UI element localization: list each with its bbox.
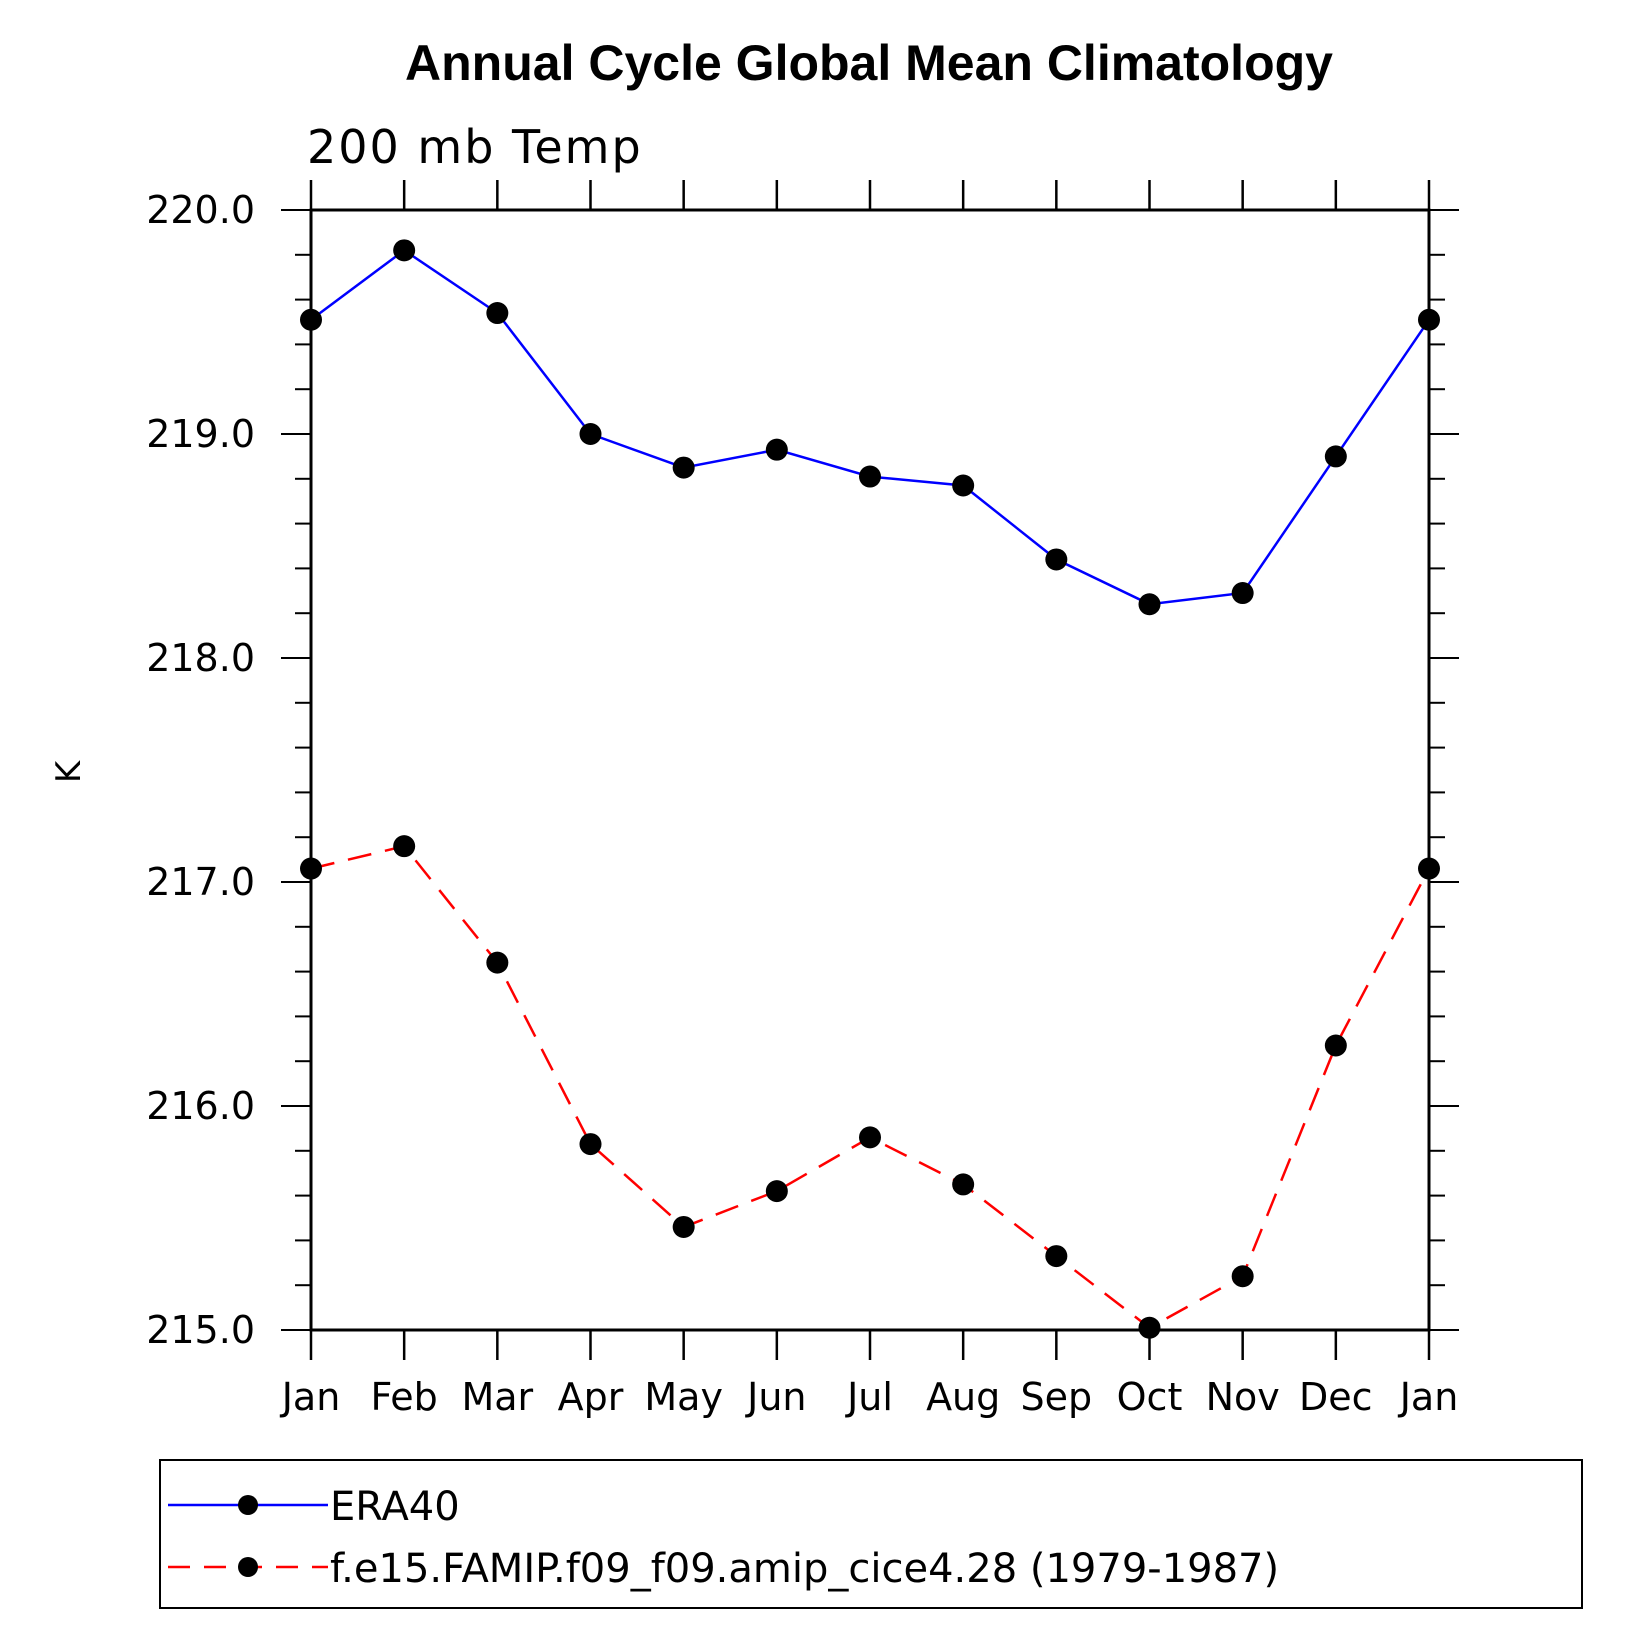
- data-point: [300, 308, 322, 331]
- legend-marker: [238, 1557, 258, 1577]
- series-2: [300, 835, 1440, 1339]
- y-tick-label: 217.0: [146, 860, 255, 904]
- data-point: [1045, 548, 1068, 571]
- data-point: [300, 857, 322, 880]
- y-tick-label: 215.0: [146, 1308, 255, 1352]
- x-tick-label: Mar: [461, 1375, 533, 1419]
- y-axis-label: K: [49, 759, 89, 783]
- data-point: [486, 951, 509, 974]
- data-point: [393, 239, 416, 262]
- data-point: [1138, 1316, 1161, 1339]
- data-point: [765, 438, 788, 461]
- x-tick-label: Jan: [280, 1375, 341, 1419]
- y-tick-labels: 215.0 216.0 217.0 218.0 219.0 220.0: [146, 188, 255, 1352]
- x-tick-labels: Jan Feb Mar Apr May Jun Jul Aug Sep Oct Nov Dec Jan: [280, 1375, 1459, 1419]
- data-point: [859, 465, 881, 488]
- series-line: [310, 844, 1431, 1330]
- data-series: [300, 239, 1440, 1339]
- x-tick-label: Aug: [926, 1375, 1000, 1419]
- data-point: [765, 1180, 788, 1203]
- chart-subtitle: 200 mb Temp: [307, 120, 643, 174]
- x-tick-label: Jan: [1398, 1375, 1459, 1419]
- legend-label: ERA40: [330, 1484, 460, 1530]
- data-point: [486, 302, 509, 325]
- x-tick-label: Feb: [371, 1375, 438, 1419]
- data-point: [672, 456, 695, 479]
- data-point: [1418, 857, 1440, 880]
- y-tick-label: 219.0: [146, 412, 255, 456]
- data-point: [1324, 445, 1347, 468]
- y-tick-label: 220.0: [146, 188, 255, 232]
- series-1: [300, 239, 1440, 616]
- axis-ticks: [281, 180, 1459, 1360]
- x-tick-label: Dec: [1299, 1375, 1373, 1419]
- data-point: [1045, 1245, 1068, 1268]
- x-tick-label: Nov: [1206, 1375, 1280, 1419]
- x-tick-label: Sep: [1021, 1375, 1093, 1419]
- data-point: [672, 1215, 695, 1238]
- data-point: [952, 1173, 975, 1196]
- x-tick-label: Apr: [558, 1375, 624, 1419]
- y-tick-label: 218.0: [146, 636, 255, 680]
- series-line: [310, 248, 1431, 606]
- legend-label: f.e15.FAMIP.f09_f09.amip_cice4.28 (1979-…: [330, 1546, 1279, 1592]
- x-tick-label: May: [644, 1375, 723, 1419]
- data-point: [1231, 1265, 1254, 1288]
- plot-frame: [309, 208, 1431, 1332]
- y-tick-label: 216.0: [146, 1084, 255, 1128]
- chart-title: Annual Cycle Global Mean Climatology: [405, 35, 1333, 91]
- data-point: [1324, 1034, 1347, 1057]
- data-point: [1418, 308, 1440, 331]
- data-point: [393, 835, 416, 858]
- data-point: [952, 474, 975, 497]
- data-point: [859, 1126, 881, 1149]
- data-point: [579, 423, 602, 445]
- data-point: [1231, 582, 1254, 605]
- legend-box: [159, 1459, 1583, 1609]
- x-tick-label: Oct: [1117, 1375, 1183, 1419]
- legend: ERA40 f.e15.FAMIP.f09_f09.amip_cice4.28 (…: [168, 1484, 1279, 1592]
- x-tick-label: Jun: [745, 1375, 806, 1419]
- data-point: [1138, 593, 1161, 616]
- x-tick-label: Jul: [845, 1375, 893, 1419]
- data-point: [579, 1133, 602, 1156]
- legend-marker: [238, 1495, 258, 1515]
